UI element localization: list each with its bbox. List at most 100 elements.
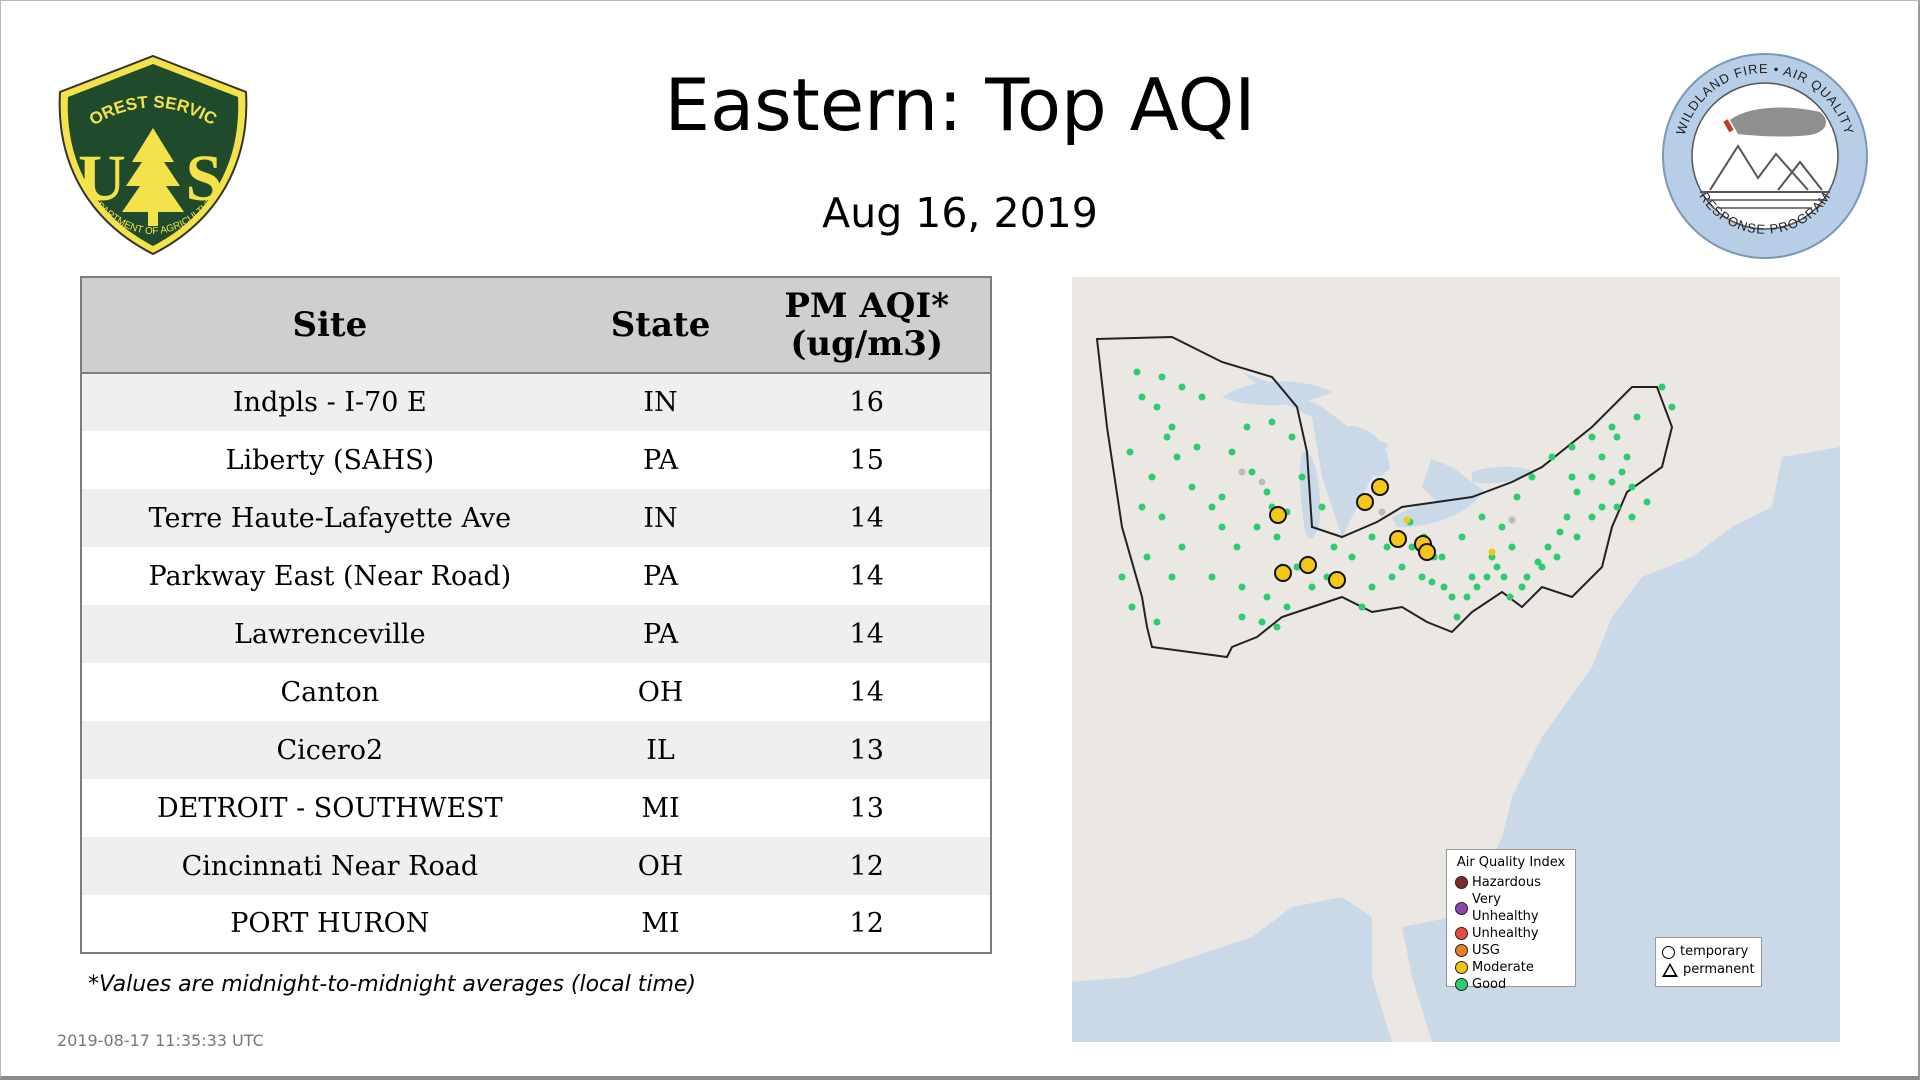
good-site-marker: [1268, 418, 1276, 426]
good-site-marker: [1383, 543, 1391, 551]
moderate-site-marker: [1403, 516, 1411, 524]
table-row: Liberty (SAHS) PA 15: [81, 431, 991, 489]
good-site-marker: [1218, 493, 1226, 501]
table-row: Lawrenceville PA 14: [81, 605, 991, 663]
good-site-marker: [1168, 423, 1176, 431]
moderate-site-marker: [1488, 548, 1496, 556]
good-site-marker: [1628, 483, 1636, 491]
lake-superior: [1222, 381, 1332, 406]
table-row: PORT HURON MI 12: [81, 895, 991, 953]
good-site-marker: [1556, 528, 1564, 536]
aqi-map: [1072, 277, 1840, 1042]
good-site-marker: [1598, 453, 1606, 461]
legend-item-good: Good: [1455, 976, 1567, 993]
good-site-marker: [1288, 433, 1296, 441]
legend-item-unhealthy: Unhealthy: [1455, 925, 1567, 942]
legend-item-usg: USG: [1455, 942, 1567, 959]
cell-site: Canton: [81, 663, 578, 721]
cell-aqi: 14: [743, 489, 991, 547]
inactive-site-marker: [1378, 508, 1386, 516]
legend-item-temporary: temporary: [1662, 943, 1755, 961]
cell-aqi: 13: [743, 779, 991, 837]
good-site-marker: [1358, 603, 1366, 611]
cell-state: PA: [577, 605, 744, 663]
good-site-marker: [1248, 468, 1256, 476]
good-site-marker: [1658, 383, 1666, 391]
legend-dot: [1455, 901, 1468, 915]
inactive-site-marker: [1238, 468, 1246, 476]
cell-state: IN: [577, 373, 744, 431]
good-site-marker: [1308, 583, 1316, 591]
good-site-marker: [1428, 578, 1436, 586]
cell-aqi: 16: [743, 373, 991, 431]
top-aqi-site-marker: [1389, 530, 1407, 548]
svg-text:S: S: [186, 142, 223, 215]
good-site-marker: [1613, 433, 1621, 441]
map-land-florida: [1372, 917, 1432, 1042]
legend-item-moderate: Moderate: [1455, 959, 1567, 976]
good-site-marker: [1538, 563, 1546, 571]
table-row: Cincinnati Near Road OH 12: [81, 837, 991, 895]
header-aqi-line1: PM AQI*: [784, 286, 950, 326]
table-row: Terre Haute-Lafayette Ave IN 14: [81, 489, 991, 547]
good-site-marker: [1408, 543, 1416, 551]
good-site-marker: [1668, 403, 1676, 411]
good-site-marker: [1500, 573, 1508, 581]
good-site-marker: [1553, 553, 1561, 561]
cell-site: DETROIT - SOUTHWEST: [81, 779, 578, 837]
legend-title: Air Quality Index: [1456, 855, 1566, 870]
map-land-canada: [1072, 277, 1840, 497]
cell-site: Terre Haute-Lafayette Ave: [81, 489, 578, 547]
good-site-marker: [1238, 613, 1246, 621]
svg-text:U: U: [78, 142, 126, 215]
cell-state: PA: [577, 547, 744, 605]
good-site-marker: [1643, 498, 1651, 506]
legend-dot: [1455, 944, 1468, 957]
legend-label: Moderate: [1472, 960, 1534, 975]
good-site-marker: [1506, 593, 1514, 601]
good-site-marker: [1473, 583, 1481, 591]
good-site-marker: [1623, 453, 1631, 461]
inactive-site-marker: [1508, 516, 1516, 524]
cell-site: PORT HURON: [81, 895, 578, 953]
good-site-marker: [1228, 448, 1236, 456]
top-aqi-table: Site State PM AQI* (ug/m3) Indpls - I-70…: [80, 276, 992, 954]
good-site-marker: [1568, 473, 1576, 481]
good-site-marker: [1243, 423, 1251, 431]
good-site-marker: [1633, 413, 1641, 421]
legend-item-hazardous: Hazardous: [1455, 874, 1567, 891]
top-aqi-site-marker: [1299, 556, 1317, 574]
good-site-marker: [1293, 563, 1301, 571]
legend-label: Unhealthy: [1472, 926, 1539, 941]
good-site-marker: [1126, 448, 1134, 456]
good-site-marker: [1263, 593, 1271, 601]
cell-aqi: 14: [743, 663, 991, 721]
good-site-marker: [1438, 553, 1446, 561]
legend-label: Hazardous: [1472, 875, 1541, 890]
good-site-marker: [1493, 563, 1501, 571]
site-type-legend: temporary permanent: [1655, 937, 1762, 987]
good-site-marker: [1193, 443, 1201, 451]
aqi-legend: Air Quality Index Hazardous Very Unhealt…: [1446, 849, 1576, 992]
good-site-marker: [1388, 573, 1396, 581]
lake-erie: [1392, 496, 1477, 528]
cell-site: Liberty (SAHS): [81, 431, 578, 489]
good-site-marker: [1330, 543, 1338, 551]
good-site-marker: [1483, 573, 1491, 581]
good-site-marker: [1598, 503, 1606, 511]
good-site-marker: [1368, 583, 1376, 591]
cell-state: MI: [577, 895, 744, 953]
table-row: DETROIT - SOUTHWEST MI 13: [81, 779, 991, 837]
table-row: Canton OH 14: [81, 663, 991, 721]
good-site-marker: [1208, 573, 1216, 581]
legend-dot: [1455, 927, 1468, 940]
good-site-marker: [1478, 513, 1486, 521]
cell-aqi: 15: [743, 431, 991, 489]
good-site-marker: [1233, 543, 1241, 551]
legend-label: Very Unhealthy: [1472, 892, 1539, 924]
cell-state: OH: [577, 837, 744, 895]
legend-label: Good: [1472, 977, 1507, 992]
good-site-marker: [1158, 513, 1166, 521]
cell-state: PA: [577, 431, 744, 489]
good-site-marker: [1148, 473, 1156, 481]
